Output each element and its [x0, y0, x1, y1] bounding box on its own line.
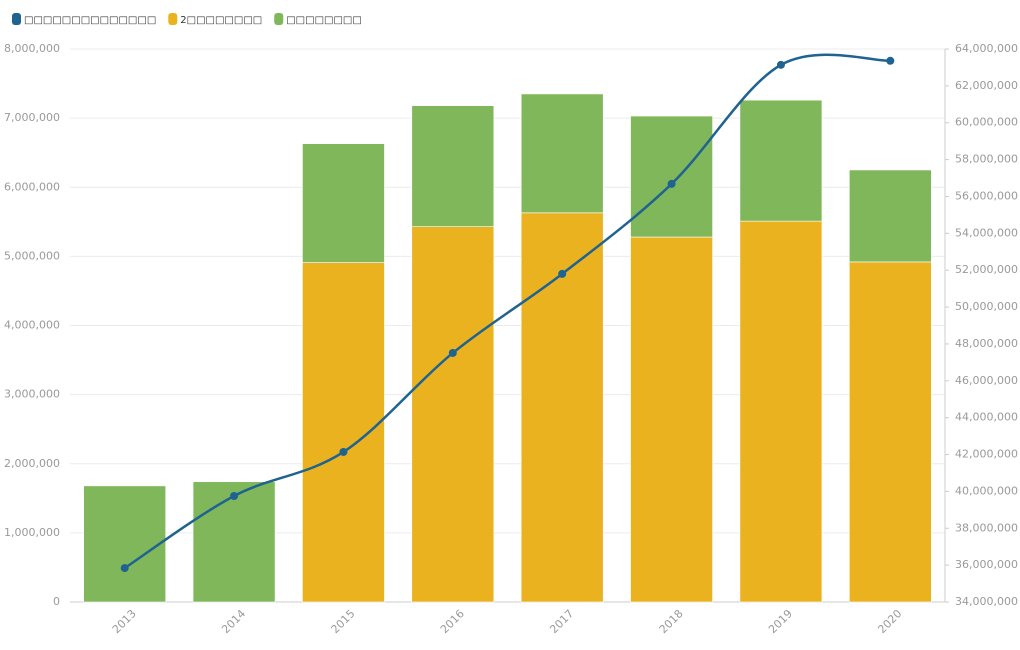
- x-tick-label: 2020: [875, 607, 904, 636]
- y2-tick-label: 40,000,000: [955, 484, 1018, 497]
- line-point: [120, 564, 129, 573]
- x-tick-label: 2013: [110, 607, 139, 636]
- y-tick-label: 3,000,000: [4, 388, 60, 401]
- y2-tick-label: 48,000,000: [955, 337, 1018, 350]
- bar: [848, 261, 932, 603]
- bar: [192, 481, 276, 603]
- y2-tick-label: 38,000,000: [955, 521, 1018, 534]
- legend-label: □□□□□□□□□□□□□□: [24, 15, 156, 26]
- line-point: [448, 348, 457, 357]
- legend: □□□□□□□□□□□□□□ 2□□□□□□□□ □□□□□□□□: [12, 13, 362, 26]
- y2-tick-label: 56,000,000: [955, 189, 1018, 202]
- y2-tick-label: 58,000,000: [955, 153, 1018, 166]
- legend-swatch: [12, 13, 21, 25]
- y-tick-label: 1,000,000: [4, 526, 60, 539]
- line-point: [230, 492, 239, 501]
- y-tick-label: 0: [53, 595, 60, 608]
- line-point: [667, 179, 676, 188]
- line-point: [558, 269, 567, 278]
- x-tick-label: 2019: [766, 607, 795, 636]
- bar: [630, 115, 713, 238]
- x-tick-label: 2016: [438, 607, 467, 636]
- x-tick-label: 2017: [547, 607, 576, 636]
- y2-tick-label: 50,000,000: [955, 300, 1018, 313]
- y2-tick-label: 44,000,000: [955, 411, 1018, 424]
- bar: [520, 93, 604, 214]
- line-point: [339, 447, 348, 456]
- bar: [83, 485, 167, 603]
- legend-label: □□□□□□□□: [286, 15, 362, 26]
- line: [123, 53, 891, 570]
- x-tick-label: 2014: [219, 607, 248, 636]
- y2-tick-label: 46,000,000: [955, 374, 1018, 387]
- legend-label: 2□□□□□□□□: [180, 15, 262, 26]
- legend-swatch: [274, 13, 284, 25]
- bar: [630, 236, 713, 603]
- bar: [739, 99, 823, 222]
- legend-swatch: [168, 13, 178, 25]
- y-tick-label: 8,000,000: [4, 42, 60, 55]
- bar: [739, 220, 823, 603]
- y2-tick-label: 42,000,000: [955, 448, 1018, 461]
- bar: [411, 226, 495, 603]
- bar: [848, 169, 932, 263]
- bar: [411, 105, 495, 227]
- y2-tick-label: 34,000,000: [955, 595, 1018, 608]
- y-tick-label: 7,000,000: [4, 111, 60, 124]
- y-tick-label: 6,000,000: [4, 180, 60, 193]
- y-tick-label: 5,000,000: [4, 249, 60, 262]
- y2-tick-label: 64,000,000: [955, 42, 1018, 55]
- line-point: [776, 60, 785, 69]
- y2-tick-label: 36,000,000: [955, 558, 1018, 571]
- bar: [302, 262, 385, 603]
- y2-tick-label: 62,000,000: [955, 79, 1018, 92]
- y2-tick-label: 52,000,000: [955, 263, 1018, 276]
- x-tick-label: 2015: [329, 607, 358, 636]
- y2-tick-label: 54,000,000: [955, 226, 1018, 239]
- y-tick-label: 2,000,000: [4, 457, 60, 470]
- y2-tick-label: 60,000,000: [955, 116, 1018, 129]
- line-point: [886, 56, 895, 65]
- x-tick-label: 2018: [657, 607, 686, 636]
- bar: [302, 143, 385, 263]
- y-tick-label: 4,000,000: [4, 319, 60, 332]
